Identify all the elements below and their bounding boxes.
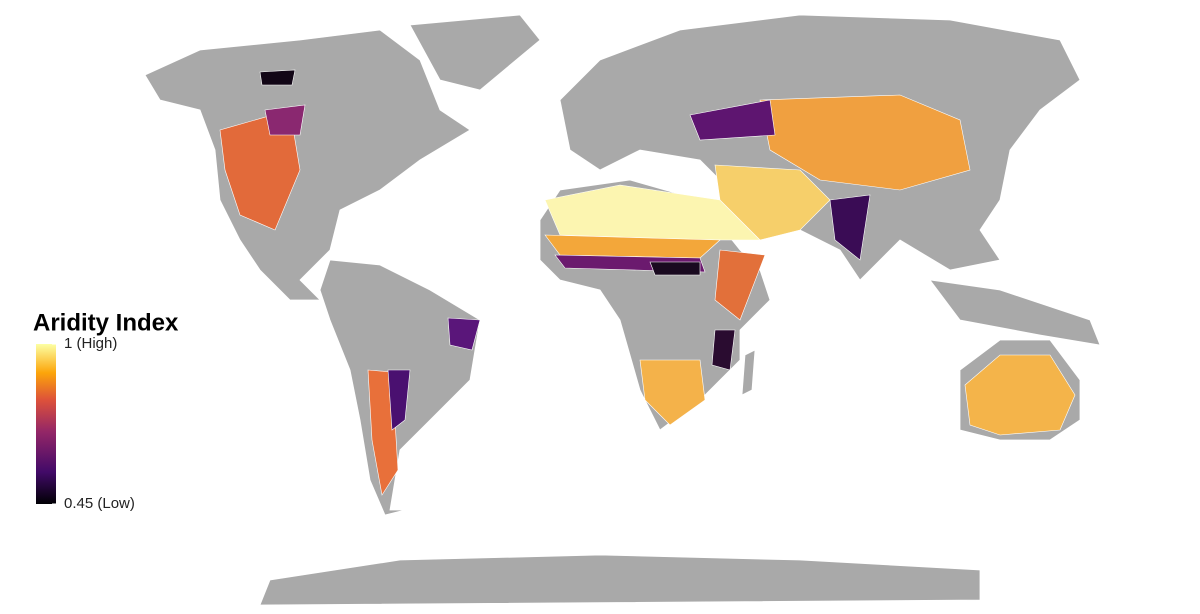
- central-asia: [759, 94, 971, 191]
- greenland: [409, 14, 541, 91]
- middle-east: [714, 164, 831, 241]
- colorbar-label: 0.45 (Low): [64, 495, 135, 512]
- legend-title: Aridity Index: [33, 309, 179, 336]
- sudan-belt: [649, 261, 701, 276]
- east-africa: [711, 329, 736, 371]
- colorbar: [36, 344, 56, 504]
- horn-of-africa: [714, 249, 766, 321]
- australia-interior: [964, 354, 1076, 436]
- southern-africa: [639, 359, 706, 426]
- canada-prairie: [264, 104, 306, 136]
- yukon: [259, 69, 296, 86]
- drylands: [219, 69, 1076, 496]
- chaco: [387, 369, 411, 431]
- steppe: [689, 99, 776, 141]
- india: [829, 194, 871, 261]
- continents: [144, 14, 1101, 606]
- colorbar-label: 1 (High): [64, 335, 117, 352]
- legend: Aridity Index: [33, 309, 179, 504]
- southeast-asia: [929, 279, 1101, 346]
- antarctica: [259, 554, 981, 606]
- madagascar: [741, 349, 756, 396]
- north-america: [144, 29, 471, 301]
- brazil-northeast: [447, 317, 481, 351]
